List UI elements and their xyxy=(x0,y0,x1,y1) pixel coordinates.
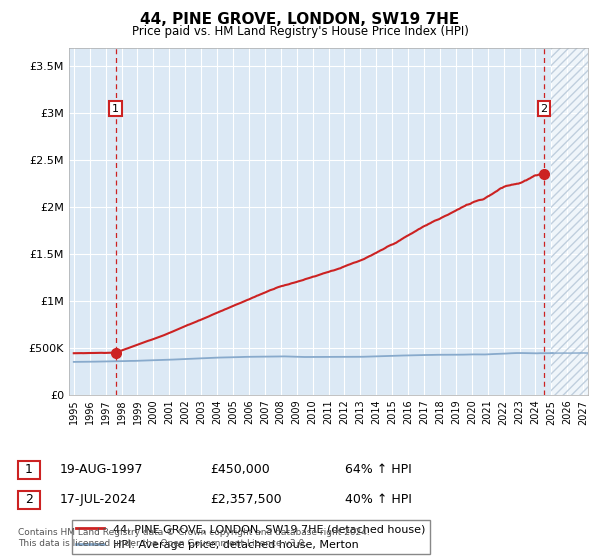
Text: Contains HM Land Registry data © Crown copyright and database right 2024.
This d: Contains HM Land Registry data © Crown c… xyxy=(18,528,370,548)
Text: 19-AUG-1997: 19-AUG-1997 xyxy=(60,463,143,477)
FancyBboxPatch shape xyxy=(18,461,40,479)
Text: 40% ↑ HPI: 40% ↑ HPI xyxy=(345,493,412,506)
Text: £2,357,500: £2,357,500 xyxy=(210,493,281,506)
Legend: 44, PINE GROVE, LONDON, SW19 7HE (detached house), HPI: Average price, detached : 44, PINE GROVE, LONDON, SW19 7HE (detach… xyxy=(72,520,430,554)
Text: 1: 1 xyxy=(25,463,33,477)
Text: £450,000: £450,000 xyxy=(210,463,270,477)
Text: 1: 1 xyxy=(112,104,119,114)
FancyBboxPatch shape xyxy=(18,491,40,509)
Text: 64% ↑ HPI: 64% ↑ HPI xyxy=(345,463,412,477)
Text: 44, PINE GROVE, LONDON, SW19 7HE: 44, PINE GROVE, LONDON, SW19 7HE xyxy=(140,12,460,27)
Text: Price paid vs. HM Land Registry's House Price Index (HPI): Price paid vs. HM Land Registry's House … xyxy=(131,25,469,38)
Text: 2: 2 xyxy=(25,493,33,506)
Text: 17-JUL-2024: 17-JUL-2024 xyxy=(60,493,137,506)
Text: 2: 2 xyxy=(541,104,548,114)
